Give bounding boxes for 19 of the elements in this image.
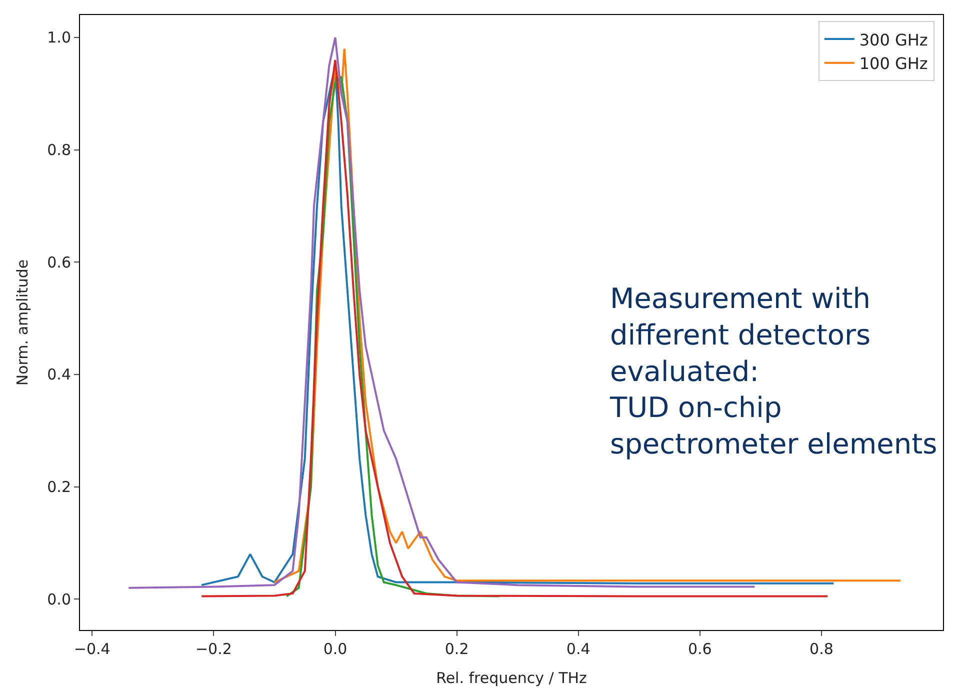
x-axis-title: Rel. frequency / THz: [436, 669, 588, 687]
y-tick-label: 0.2: [47, 478, 71, 496]
x-tick-label: −0.4: [74, 640, 110, 658]
y-tick-label: 0.6: [47, 253, 71, 272]
y-tick-label: 1.0: [47, 28, 71, 47]
x-tick-label: 0.0: [323, 640, 348, 658]
y-axis-title: Norm. amplitude: [13, 259, 32, 386]
y-tick-label: 0.0: [47, 590, 71, 608]
y-tick-label: 0.8: [47, 141, 71, 160]
annotation: Measurement with different detectors evaluated: TUD on-chip spectrometer elements: [609, 282, 938, 461]
y-tick-label: 0.4: [47, 366, 71, 384]
x-tick-label: 0.2: [444, 640, 469, 658]
legend-label: 100 GHz: [859, 54, 928, 74]
x-tick-label: 0.6: [688, 640, 712, 658]
x-tick-label: 0.4: [566, 640, 590, 658]
legend-label: 300 GHz: [859, 30, 928, 50]
x-tick-label: −0.2: [195, 640, 232, 658]
line-series: [286, 76, 500, 598]
x-tick-label: 0.8: [810, 640, 834, 658]
